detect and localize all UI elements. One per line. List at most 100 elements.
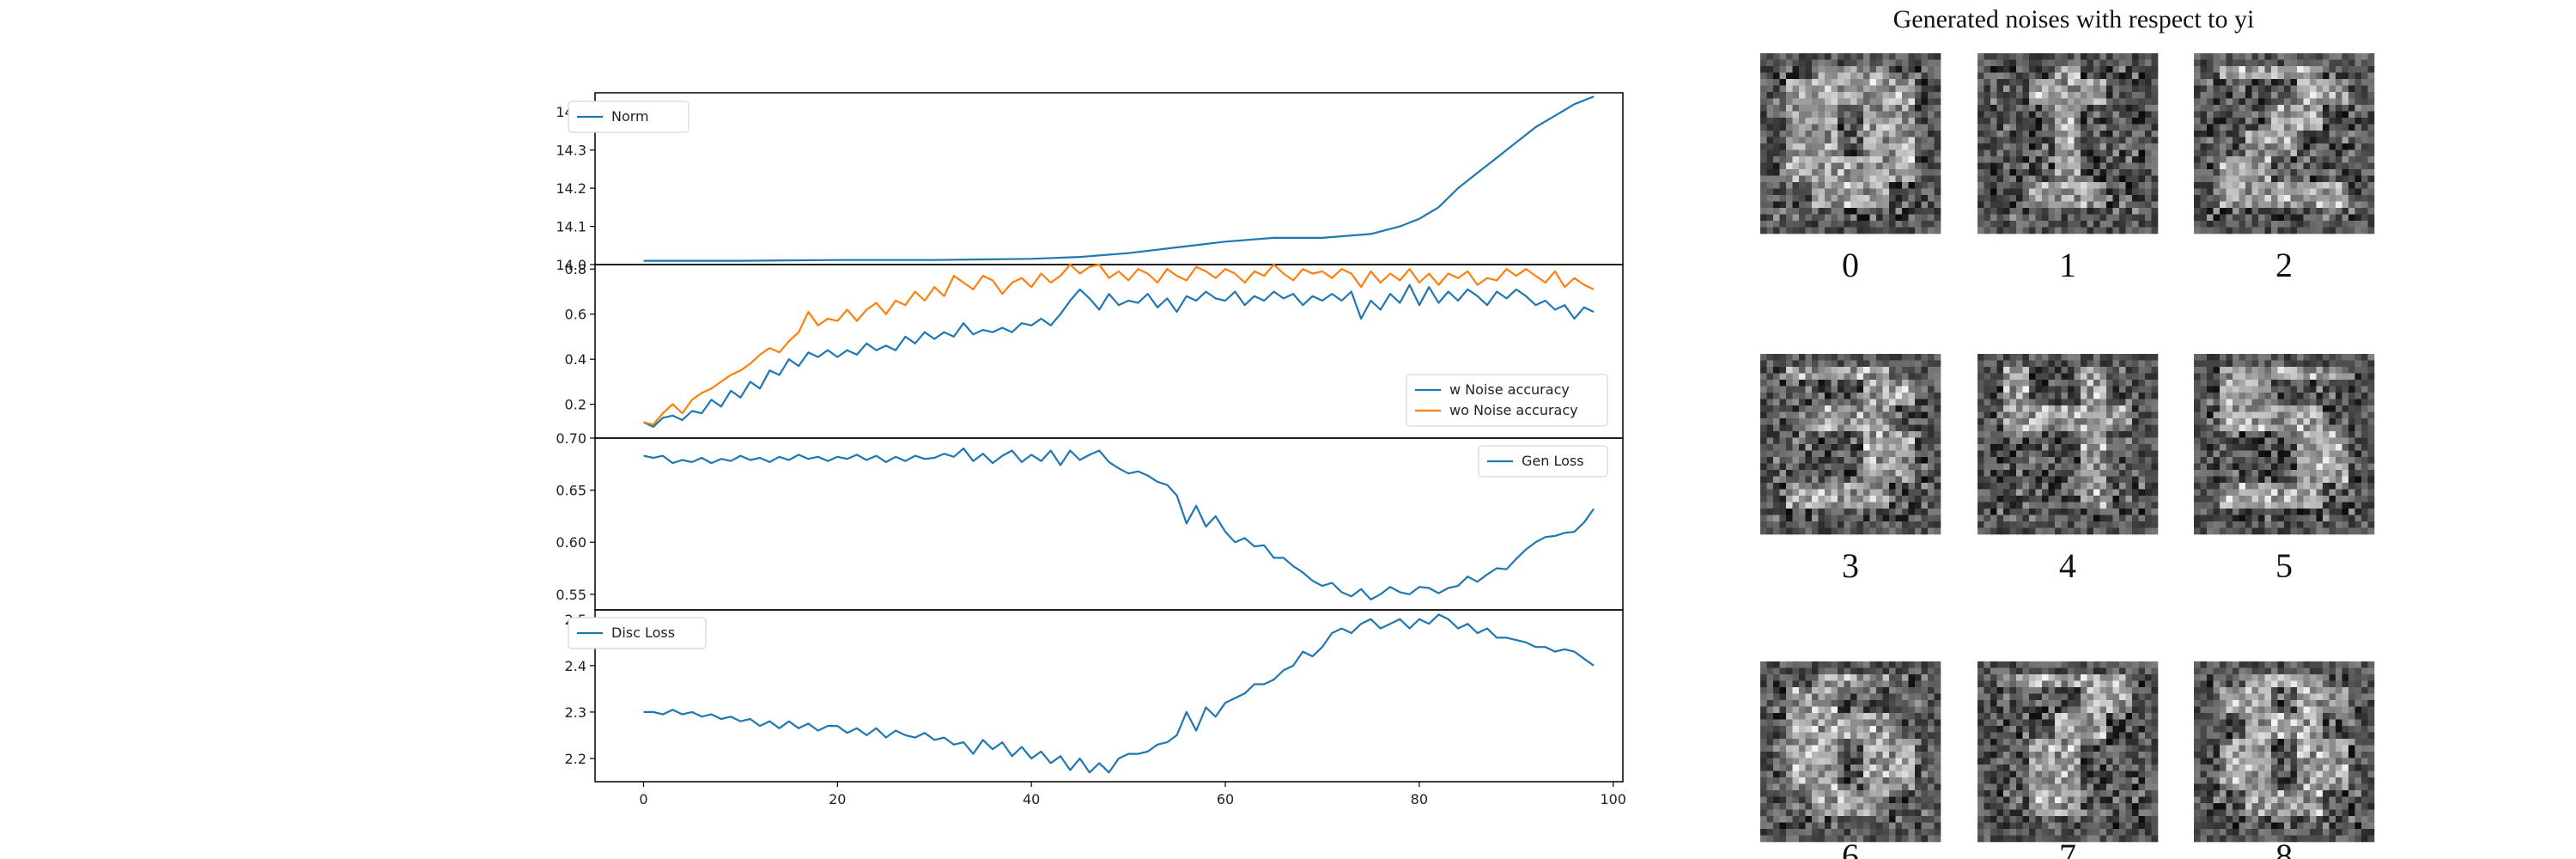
noise-pixel — [1869, 437, 1877, 445]
noise-pixel — [2009, 143, 2017, 150]
noise-pixel — [2297, 53, 2304, 60]
noise-pixel — [1889, 418, 1896, 425]
noise-pixel — [2081, 124, 2087, 131]
noise-pixel — [2055, 424, 2062, 432]
noise-pixel — [2093, 208, 2100, 215]
noise-pixel — [2239, 214, 2246, 222]
noise-pixel — [2367, 214, 2375, 222]
noise-pixel — [2277, 450, 2285, 458]
noise-pixel — [2367, 476, 2375, 484]
noise-pixel — [2009, 85, 2017, 93]
noise-pixel — [1996, 92, 2004, 99]
noise-pixel — [2284, 72, 2291, 80]
noise-pixel — [2112, 188, 2120, 196]
noise-pixel — [1915, 156, 1922, 163]
noise-pixel — [1844, 195, 1851, 202]
noise-pixel — [1928, 188, 1935, 196]
noise-pixel — [1990, 149, 1997, 157]
noise-pixel — [2106, 92, 2113, 99]
noise-pixel — [2336, 208, 2342, 215]
noise-pixel — [2022, 483, 2030, 490]
noise-pixel — [2290, 521, 2298, 528]
noise-pixel — [1876, 502, 1883, 509]
noise-pixel — [2226, 393, 2233, 399]
noise-pixel — [1786, 175, 1793, 183]
noise-pixel — [2367, 131, 2375, 137]
noise-pixel — [2226, 444, 2233, 451]
noise-pixel — [1779, 405, 1787, 412]
noise-pixel — [2329, 182, 2336, 189]
noise-pixel — [2284, 399, 2291, 406]
noise-pixel — [2354, 431, 2362, 438]
noise-pixel — [1825, 515, 1832, 522]
noise-pixel — [1978, 463, 1984, 471]
noise-pixel — [1990, 143, 1997, 150]
noise-pixel — [2029, 360, 2036, 368]
noise-pixel — [2323, 393, 2330, 399]
noise-pixel — [1856, 221, 1864, 228]
noise-pixel — [2220, 399, 2227, 406]
noise-pixel — [2055, 156, 2062, 163]
noise-pixel — [1984, 214, 1991, 222]
noise-pixel — [2277, 72, 2285, 80]
noise-pixel — [2361, 72, 2368, 80]
noise-pixel — [2284, 496, 2291, 503]
noise-pixel — [1844, 457, 1851, 464]
noise-pixel — [1831, 496, 1838, 503]
noise-pixel — [1990, 105, 1997, 112]
noise-pixel — [1889, 380, 1896, 387]
noise-pixel — [2367, 85, 2375, 93]
noise-pixel — [2016, 444, 2023, 451]
noise-pixel — [2220, 227, 2227, 235]
noise-pixel — [1818, 437, 1826, 445]
noise-pixel — [2009, 483, 2017, 490]
noise-pixel — [1779, 502, 1787, 509]
noise-pixel — [1818, 85, 1826, 93]
noise-pixel — [2226, 175, 2233, 183]
y-tick-label: 14.1 — [556, 219, 586, 235]
noise-pixel — [2125, 386, 2133, 393]
noise-pixel — [1921, 444, 1929, 451]
noise-pixel — [1934, 53, 1941, 60]
noise-pixel — [2029, 85, 2036, 93]
noise-pixel — [1996, 175, 2004, 183]
noise-pixel — [2342, 405, 2349, 412]
noise-pixel — [2316, 59, 2324, 67]
noise-pixel — [2310, 483, 2317, 490]
noise-pixel — [2132, 227, 2139, 235]
noise-pixel — [2329, 162, 2336, 170]
noise-pixel — [1863, 457, 1870, 464]
noise-pixel — [2022, 450, 2030, 458]
noise-pixel — [2087, 143, 2094, 150]
noise-pixel — [1838, 169, 1844, 176]
noise-pixel — [1978, 156, 1984, 163]
noise-pixel — [2138, 502, 2146, 509]
noise-pixel — [2336, 373, 2342, 381]
noise-pixel — [1779, 66, 1787, 73]
noise-pixel — [1882, 92, 1890, 99]
noise-pixel — [2112, 393, 2120, 399]
noise-pixel — [2213, 105, 2221, 112]
noise-pixel — [1902, 661, 1909, 668]
noise-pixel — [2303, 53, 2311, 60]
noise-pixel — [2290, 431, 2298, 438]
noise-pixel — [1876, 111, 1883, 119]
noise-pixel — [1818, 386, 1826, 393]
noise-pixel — [2035, 92, 2043, 99]
noise-pixel — [2048, 53, 2056, 60]
noise-pixel — [2367, 418, 2375, 425]
noise-pixel — [2145, 105, 2152, 112]
noise-pixel — [2271, 162, 2278, 170]
noise-pixel — [1863, 188, 1870, 196]
noise-pixel — [1915, 131, 1922, 137]
noise-pixel — [2081, 98, 2087, 106]
noise-pixel — [2087, 463, 2094, 471]
noise-pixel — [2323, 527, 2330, 535]
noise-pixel — [1850, 667, 1857, 675]
noise-pixel — [2099, 463, 2107, 471]
noise-pixel — [1786, 687, 1793, 694]
noise-pixel — [2348, 405, 2355, 412]
noise-pixel — [2106, 496, 2113, 503]
noise-pixel — [2239, 227, 2246, 235]
noise-pixel — [2099, 527, 2107, 535]
